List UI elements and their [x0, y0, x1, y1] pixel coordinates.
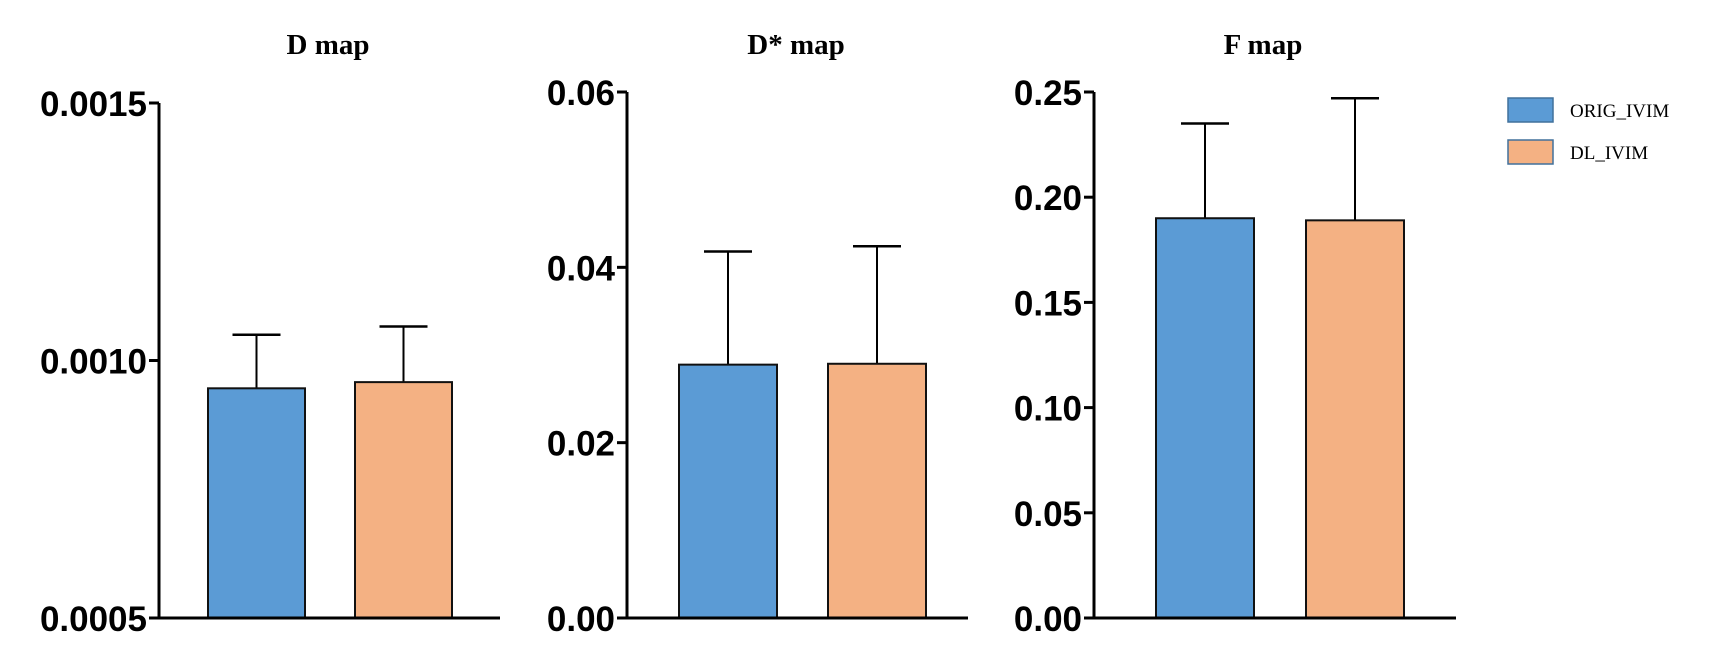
legend-swatch-orig — [1507, 97, 1554, 123]
y-tick-label: 0.00 — [1014, 600, 1082, 639]
bar-dl_ivim — [827, 362, 927, 619]
legend: ORIG_IVIM DL_IVIM — [1507, 97, 1669, 165]
y-tick-label: 0.02 — [547, 425, 615, 464]
y-tick-label: 0.04 — [547, 249, 616, 288]
y-tick-label: 0.06 — [547, 74, 615, 113]
bar-orig_ivim — [207, 387, 306, 619]
panel-title: D map — [287, 29, 370, 61]
y-tick-label: 0.0010 — [40, 343, 147, 382]
panel-title: D* map — [747, 29, 844, 61]
bar-dl_ivim — [354, 381, 453, 619]
y-tick-label: 0.00 — [547, 600, 615, 639]
panel-3: F map 0.00 0.05 0.10 0.15 0.20 0.25 — [1014, 29, 1456, 639]
bar-orig_ivim — [1155, 217, 1255, 620]
bar-orig_ivim — [678, 363, 778, 620]
panel-2: D* map 0.00 0.02 0.04 0.06 — [547, 29, 968, 639]
panel-title: F map — [1224, 29, 1303, 61]
legend-label-dl: DL_IVIM — [1570, 143, 1648, 164]
y-tick-label: 0.25 — [1014, 74, 1082, 113]
y-tick-label: 0.10 — [1014, 390, 1082, 429]
y-tick-label: 0.05 — [1014, 495, 1082, 534]
y-tick-label: 0.0015 — [40, 85, 147, 124]
bar-dl_ivim — [1305, 219, 1405, 619]
legend-label-orig: ORIG_IVIM — [1570, 101, 1669, 122]
y-tick-label: 0.15 — [1014, 284, 1082, 323]
y-tick-label: 0.0005 — [40, 600, 147, 639]
panel-1: D map 0.0005 0.0010 0.0015 — [40, 29, 500, 639]
legend-swatch-dl — [1507, 139, 1554, 165]
y-tick-label: 0.20 — [1014, 179, 1082, 218]
